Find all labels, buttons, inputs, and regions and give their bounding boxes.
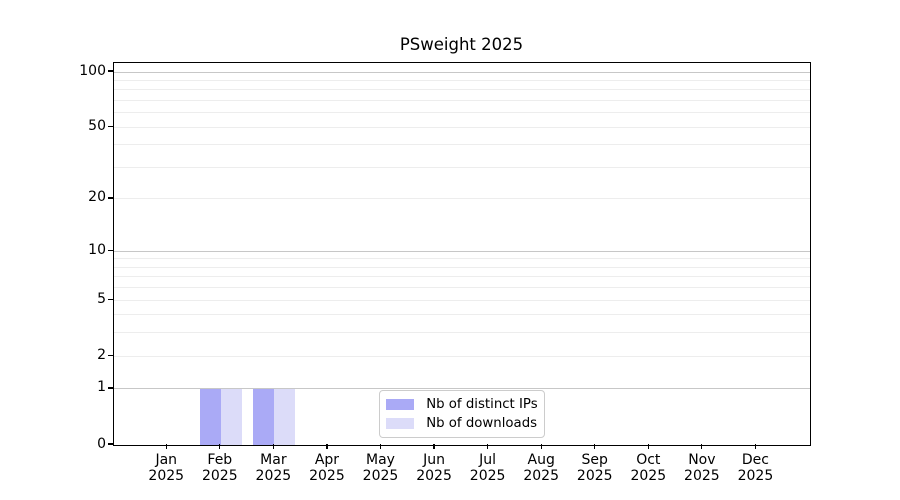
gridline xyxy=(113,100,810,102)
x-tick-label: Aug 2025 xyxy=(523,452,559,484)
gridline xyxy=(113,89,810,91)
x-tick-label: Dec 2025 xyxy=(737,452,774,484)
legend-swatch-downloads xyxy=(386,418,415,429)
x-tick-label: Oct 2025 xyxy=(630,452,667,484)
y-tick-label: 20 xyxy=(88,189,106,206)
bar-distinct-ips xyxy=(199,388,221,445)
x-tick xyxy=(326,444,328,449)
gridline xyxy=(113,112,810,114)
y-tick xyxy=(108,354,113,356)
bar-downloads xyxy=(274,388,296,445)
x-tick-label: Jan 2025 xyxy=(148,452,185,484)
y-tick-label: 100 xyxy=(79,62,106,79)
bar-distinct-ips xyxy=(253,388,275,445)
gridline xyxy=(113,79,810,81)
gridline xyxy=(113,266,810,268)
y-tick xyxy=(108,249,113,251)
gridline xyxy=(113,314,810,316)
x-tick xyxy=(379,444,382,449)
x-tick-label: Jun 2025 xyxy=(416,452,452,484)
y-tick-label: 50 xyxy=(88,117,106,134)
gridline xyxy=(113,355,810,357)
y-tick xyxy=(108,298,113,300)
x-tick xyxy=(540,444,542,449)
legend-item-distinct-ips: Nb of distinct IPs xyxy=(386,396,538,414)
x-tick xyxy=(594,444,596,449)
x-tick-label: Feb 2025 xyxy=(201,452,238,484)
gridline xyxy=(113,198,810,200)
legend-label-downloads: Nb of downloads xyxy=(426,416,538,431)
x-tick xyxy=(433,444,435,449)
x-tick xyxy=(165,444,167,449)
x-tick-label: Apr 2025 xyxy=(309,452,345,484)
y-tick-label: 2 xyxy=(97,346,106,363)
legend: Nb of distinct IPs Nb of downloads xyxy=(379,389,546,438)
chart-title: PSweight 2025 xyxy=(399,35,524,54)
gridline xyxy=(113,250,810,252)
y-tick xyxy=(108,70,113,72)
y-tick-label: 0 xyxy=(97,435,106,452)
legend-item-downloads: Nb of downloads xyxy=(386,415,538,433)
gridline xyxy=(113,287,810,289)
y-tick-label: 5 xyxy=(97,290,106,307)
gridline xyxy=(113,126,810,128)
x-tick xyxy=(219,444,221,449)
y-tick xyxy=(108,387,113,389)
x-tick xyxy=(487,444,489,449)
x-tick-label: Nov 2025 xyxy=(684,452,720,484)
gridline xyxy=(113,276,810,278)
x-tick xyxy=(701,444,703,449)
x-tick-label: Jul 2025 xyxy=(469,452,506,484)
gridline xyxy=(113,167,810,168)
gridline xyxy=(113,299,810,301)
legend-label-distinct-ips: Nb of distinct IPs xyxy=(426,397,538,412)
x-tick-label: May 2025 xyxy=(362,452,399,484)
x-tick xyxy=(647,444,649,449)
legend-swatch-distinct-ips xyxy=(386,399,415,410)
plot-area: Nb of distinct IPs Nb of downloads xyxy=(112,62,811,446)
y-tick-label: 1 xyxy=(97,379,106,396)
gridline xyxy=(113,388,810,390)
gridline xyxy=(113,258,810,260)
x-tick xyxy=(272,444,274,449)
x-tick-label: Mar 2025 xyxy=(255,452,292,484)
x-tick-label: Sep 2025 xyxy=(576,452,613,484)
y-tick-label: 10 xyxy=(88,241,106,258)
y-tick xyxy=(108,125,113,127)
bar-downloads xyxy=(220,388,242,445)
gridline xyxy=(113,332,810,334)
y-tick xyxy=(108,197,113,199)
x-tick xyxy=(754,444,757,449)
y-tick xyxy=(108,443,113,445)
gridline xyxy=(113,144,810,146)
gridline xyxy=(113,71,810,73)
